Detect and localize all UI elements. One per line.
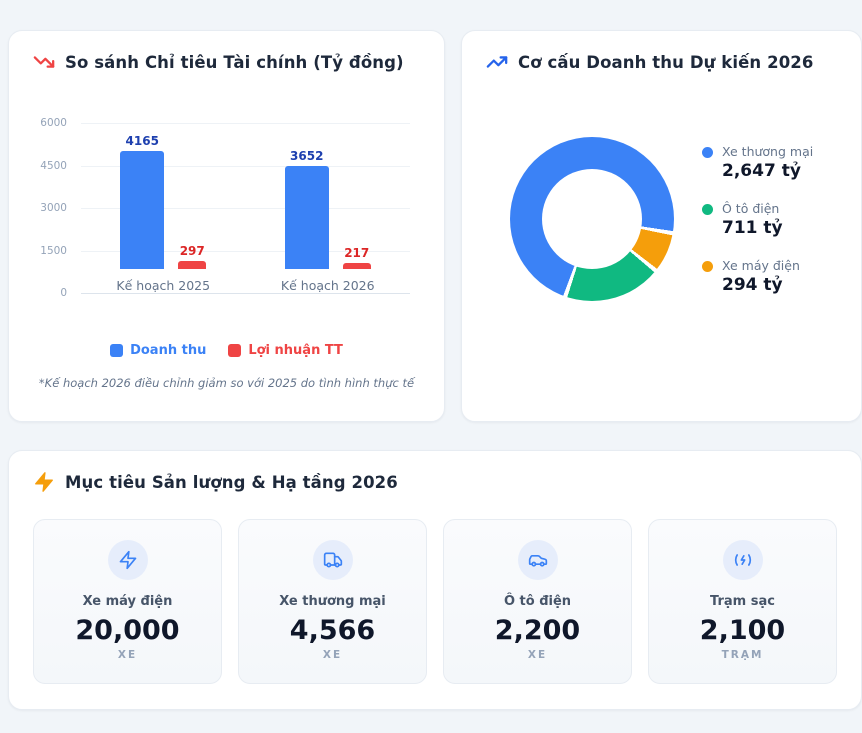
tile-unit: XE	[527, 649, 548, 661]
gridline	[81, 165, 410, 167]
tile-unit: XE	[322, 649, 343, 661]
stat-tile: Xe thương mại 4,566 XE	[238, 519, 427, 684]
stat-tile: Ô tô điện 2,200 XE	[443, 519, 632, 684]
bar-chart-yaxis: 6000 4500 3000 1500 0	[33, 117, 75, 299]
financial-comparison-card: So sánh Chỉ tiêu Tài chính (Tỷ đồng) 600…	[8, 30, 445, 422]
y-axis-tick: 6000	[40, 117, 67, 129]
top-row: So sánh Chỉ tiêu Tài chính (Tỷ đồng) 600…	[8, 30, 862, 422]
car-icon	[517, 540, 558, 580]
financial-card-header: So sánh Chỉ tiêu Tài chính (Tỷ đồng)	[33, 51, 420, 73]
revenue-structure-card: Cơ cấu Doanh thu Dự kiến 2026 Xe thương …	[461, 30, 862, 422]
y-axis-tick: 4500	[40, 159, 67, 172]
revenue-card-header: Cơ cấu Doanh thu Dự kiến 2026	[486, 51, 837, 73]
bar-column: 217	[342, 245, 371, 269]
bar-group: 3652 217 Kế hoạch 2026	[281, 123, 375, 293]
tile-label: Ô tô điện	[503, 594, 572, 609]
bar-value-label: 4165	[125, 134, 159, 148]
donut-legend-text: Xe máy điện 294 tỷ	[722, 258, 800, 295]
bar[interactable]	[178, 260, 207, 269]
category-label: Kế hoạch 2025	[116, 278, 211, 293]
targets-card-title: Mục tiêu Sản lượng & Hạ tầng 2026	[65, 472, 398, 492]
tile-label: Xe máy điện	[82, 594, 173, 609]
donut-chart	[510, 137, 674, 301]
bar-value-label: 297	[179, 243, 205, 258]
chart-footnote: *Kế hoạch 2026 điều chỉnh giảm so với 20…	[38, 376, 415, 390]
bar-chart-groups: 4165 297 Kế hoạch 2025 3652 217 Kế hoạch 2026	[81, 123, 410, 293]
tile-unit: TRẠM	[721, 649, 764, 661]
bar-chart-legend: Doanh thu Lợi nhuận TT	[33, 343, 420, 358]
y-axis-tick: 1500	[40, 244, 67, 257]
bar-group: 4165 297 Kế hoạch 2025	[116, 123, 210, 293]
bar-value-label: 217	[344, 245, 370, 260]
donut-legend-label: Xe thương mại	[722, 143, 814, 159]
donut-legend-item[interactable]: Xe thương mại 2,647 tỷ	[702, 144, 813, 181]
bar-pair: 4165 297	[120, 123, 207, 269]
legend-item[interactable]: Lợi nhuận TT	[228, 343, 343, 358]
tile-label: Trạm sạc	[710, 594, 775, 609]
revenue-card-title: Cơ cấu Doanh thu Dự kiến 2026	[518, 52, 814, 72]
trending-up-icon	[486, 51, 508, 73]
donut-legend-text: Ô tô điện 711 tỷ	[722, 201, 783, 238]
tile-unit: XE	[117, 649, 138, 661]
donut-legend-label: Xe máy điện	[722, 257, 800, 273]
donut-row: Xe thương mại 2,647 tỷ Ô tô điện 711 tỷ Xe m…	[486, 137, 837, 301]
bolt-icon	[107, 540, 148, 580]
gridline	[81, 293, 410, 294]
bar-chart-plot: 4165 297 Kế hoạch 2025 3652 217 Kế hoạch 2026	[81, 123, 410, 294]
bar-column: 3652	[284, 148, 329, 269]
bar[interactable]	[342, 262, 371, 269]
donut-legend-label: Ô tô điện	[722, 200, 780, 216]
donut-legend-item[interactable]: Ô tô điện 711 tỷ	[702, 201, 813, 238]
legend-dot	[702, 203, 713, 215]
tile-value: 20,000	[75, 615, 180, 646]
targets-card: Mục tiêu Sản lượng & Hạ tầng 2026 Xe máy…	[8, 450, 862, 710]
bar-value-label: 3652	[290, 148, 324, 163]
bar[interactable]	[284, 165, 329, 269]
gridline	[81, 123, 410, 124]
gridline	[81, 208, 410, 209]
tile-value: 4,566	[289, 615, 376, 646]
legend-item[interactable]: Doanh thu	[110, 343, 206, 358]
legend-dot	[702, 146, 713, 158]
targets-card-header: Mục tiêu Sản lượng & Hạ tầng 2026	[33, 471, 837, 493]
tile-value: 2,200	[494, 615, 581, 646]
y-axis-tick: 3000	[40, 202, 67, 214]
zap-icon	[33, 471, 55, 493]
charger-icon	[722, 540, 763, 580]
bar[interactable]	[120, 151, 165, 269]
legend-label: Lợi nhuận TT	[248, 343, 343, 358]
donut-legend-value: 2,647 tỷ	[722, 160, 801, 181]
dashboard-page: { "page": { "background": "#f1f5f9", "ac…	[0, 30, 862, 733]
legend-swatch	[110, 344, 124, 357]
tile-label: Xe thương mại	[279, 594, 386, 609]
donut-legend-item[interactable]: Xe máy điện 294 tỷ	[702, 258, 813, 295]
legend-swatch	[228, 344, 242, 357]
legend-label: Doanh thu	[130, 343, 207, 358]
truck-icon	[312, 540, 353, 580]
legend-dot	[702, 260, 713, 272]
bar-chart: 6000 4500 3000 1500 0 4165 297 Kế hoạch 2025 36…	[33, 117, 420, 299]
bar-column: 297	[178, 243, 207, 269]
gridline	[81, 250, 410, 252]
tile-value: 2,100	[699, 615, 786, 646]
trending-down-icon	[33, 51, 55, 73]
donut-legend: Xe thương mại 2,647 tỷ Ô tô điện 711 tỷ Xe m…	[702, 144, 813, 295]
financial-card-title: So sánh Chỉ tiêu Tài chính (Tỷ đồng)	[65, 52, 404, 72]
bar-pair: 3652 217	[284, 123, 371, 269]
stat-tile: Trạm sạc 2,100 TRẠM	[648, 519, 837, 684]
bar-column: 4165	[120, 134, 165, 269]
donut-legend-value: 294 tỷ	[722, 274, 783, 295]
stat-tile: Xe máy điện 20,000 XE	[33, 519, 222, 684]
y-axis-tick: 0	[60, 287, 67, 299]
donut-hole	[542, 169, 642, 269]
donut-legend-text: Xe thương mại 2,647 tỷ	[722, 144, 813, 181]
category-label: Kế hoạch 2026	[280, 278, 375, 293]
donut-legend-value: 711 tỷ	[722, 217, 783, 238]
targets-tiles: Xe máy điện 20,000 XE Xe thương mại 4,566 XE Ô…	[33, 519, 837, 684]
